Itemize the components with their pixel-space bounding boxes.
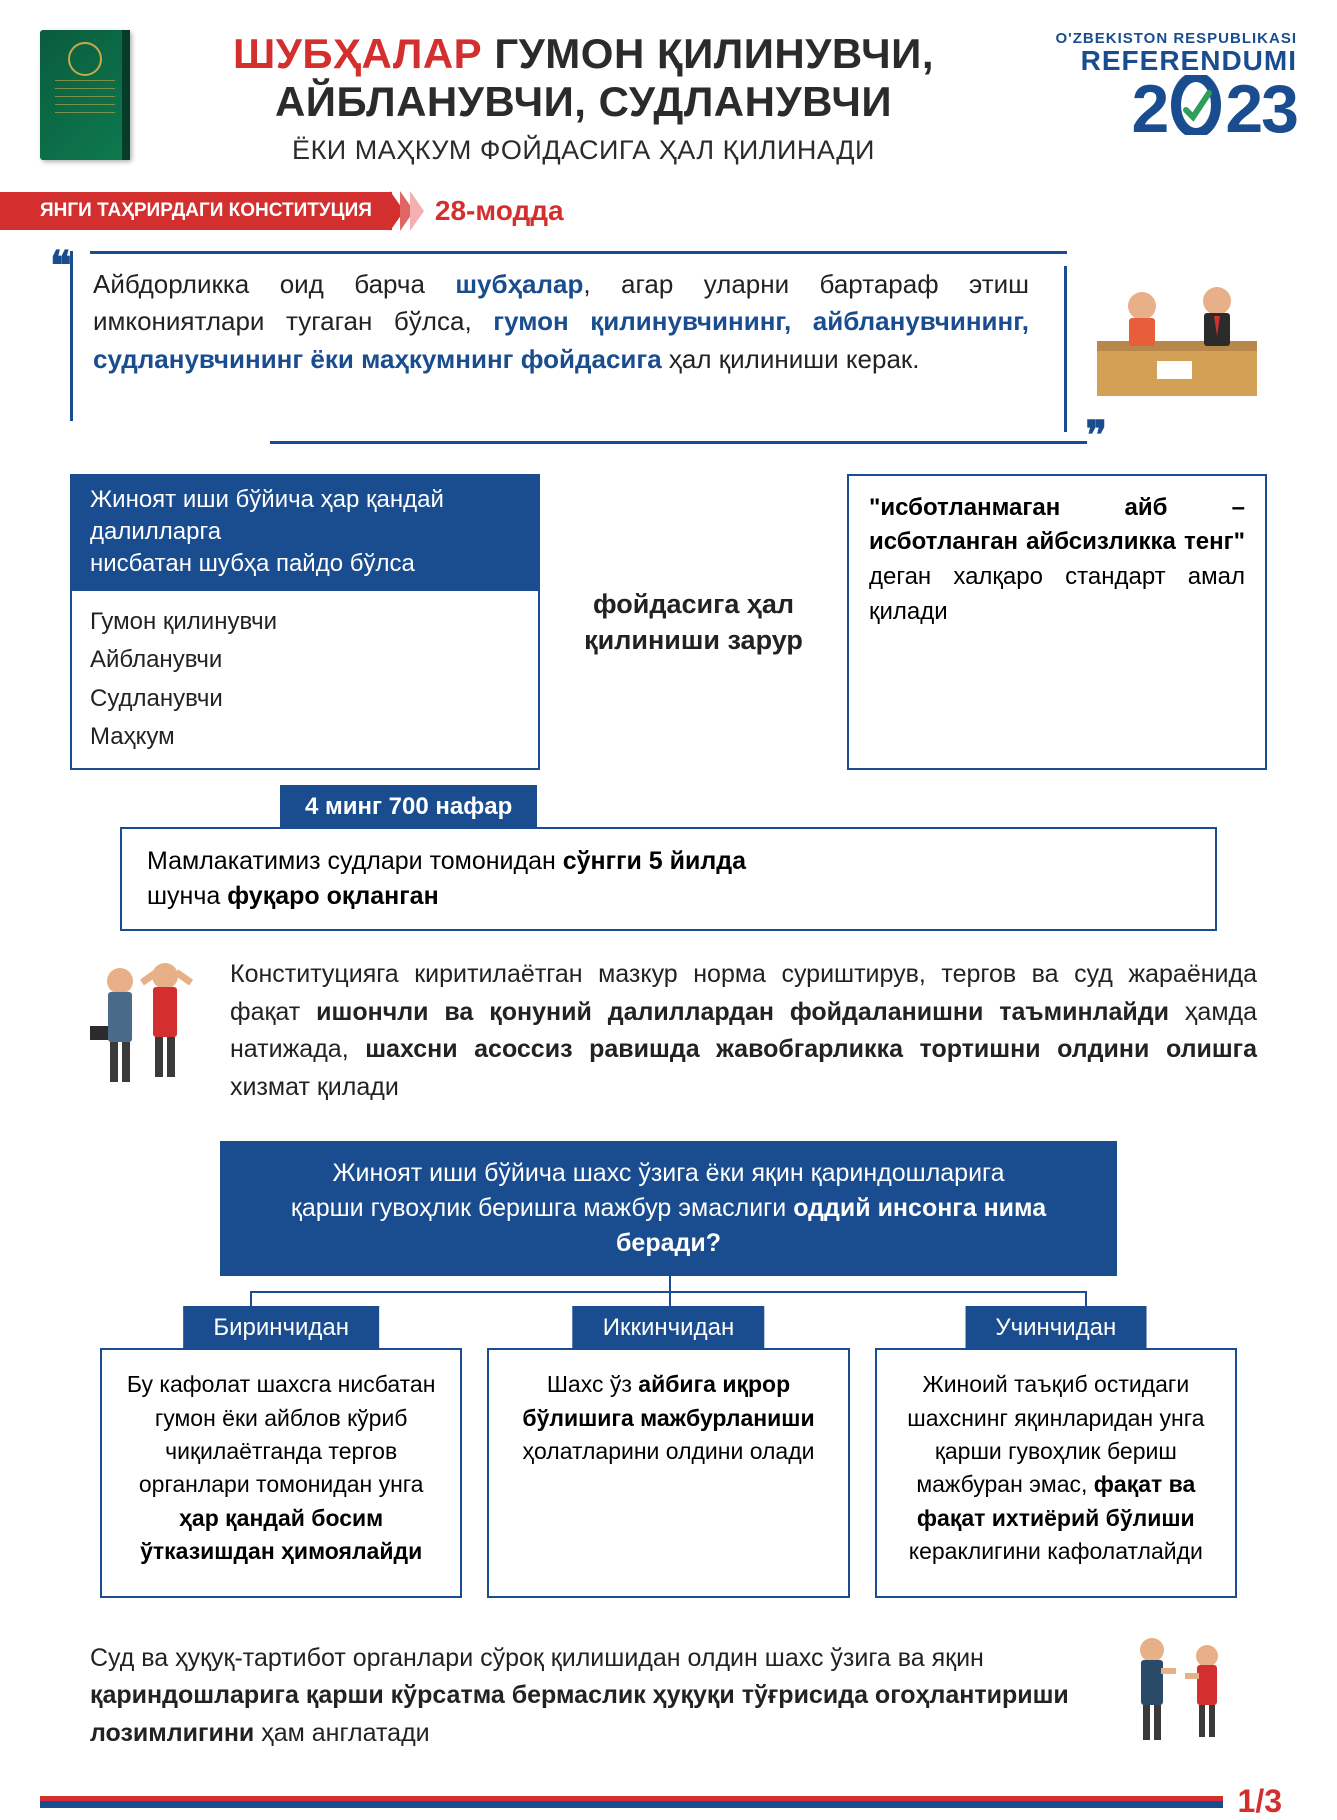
stat-box: Мамлакатимиз судлари томонидан сўнгги 5 … bbox=[120, 827, 1217, 931]
col-right: "исботланмаган айб – исботланган айбсизл… bbox=[847, 474, 1267, 771]
logo-year-2: 2 bbox=[1132, 79, 1168, 140]
col-body-2: Шахс ўз айбига иқрор бўлишига мажбурлани… bbox=[487, 1348, 849, 1598]
list-item: Маҳкум bbox=[90, 718, 520, 756]
page: ШУБҲАЛАР ГУМОН ҚИЛИНУВЧИ, АЙБЛАНУВЧИ, СУ… bbox=[0, 0, 1337, 1820]
col-middle: фойдасига ҳал қилиниши зарур bbox=[560, 474, 827, 771]
chevrons-icon bbox=[390, 191, 420, 231]
title-dark-2: АЙБЛАНУВЧИ, СУДЛАНУВЧИ bbox=[275, 78, 892, 125]
three-columns: Биринчидан Бу кафолат шахсга нисбатан гу… bbox=[100, 1306, 1237, 1598]
judge-desk-icon bbox=[1087, 266, 1267, 421]
two-people-icon bbox=[80, 956, 210, 1111]
stat-badge: 4 минг 700 нафар bbox=[280, 785, 537, 829]
list-item: Айбланувчи bbox=[90, 641, 520, 679]
footer-text: Суд ва ҳуқуқ-тартибот органлари сўроқ қи… bbox=[90, 1640, 1097, 1753]
footer-paragraph: Суд ва ҳуқуқ-тартибот органлари сўроқ қи… bbox=[90, 1628, 1247, 1763]
subtitle: ЁКИ МАҲКУМ ФОЙДАСИГА ҲАЛ ҚИЛИНАДИ bbox=[150, 135, 1017, 166]
grid-row-1: Жиноят иши бўйича ҳар қандай далилларган… bbox=[70, 474, 1267, 771]
column-1: Биринчидан Бу кафолат шахсга нисбатан гу… bbox=[100, 1306, 462, 1598]
quote-close-icon: ❞ bbox=[1085, 413, 1107, 459]
paragraph-row-1: Конституцияга киритилаётган мазкур норма… bbox=[80, 956, 1257, 1111]
quote-block: ❝ Айбдорликка оид барча шубҳалар, агар у… bbox=[70, 251, 1267, 444]
page-footer: 1/3 bbox=[40, 1783, 1297, 1820]
list-item: Гумон қилинувчи bbox=[90, 603, 520, 641]
question-box: Жиноят иши бўйича шахс ўзига ёки яқин қа… bbox=[220, 1141, 1117, 1276]
col-body-3: Жиноий таъқиб остидаги шахснинг яқинлари… bbox=[875, 1348, 1237, 1598]
referendum-logo: O'ZBEKISTON RESPUBLIKASI REFERENDUMI 2 2… bbox=[1037, 30, 1297, 143]
list-item: Судланувчи bbox=[90, 680, 520, 718]
col-body-1: Бу кафолат шахсга нисбатан гумон ёки айб… bbox=[100, 1348, 462, 1598]
article-label: ЯНГИ ТАҲРИРДАГИ КОНСТИТУЦИЯ bbox=[0, 192, 392, 230]
title-dark-1: ГУМОН ҚИЛИНУВЧИ, bbox=[494, 30, 934, 77]
paragraph-text-1: Конституцияга киритилаётган мазкур норма… bbox=[230, 956, 1257, 1106]
footer-bar bbox=[40, 1796, 1223, 1808]
col-label-1: Биринчидан bbox=[183, 1306, 379, 1350]
two-people-talk-icon bbox=[1117, 1628, 1247, 1763]
article-number: 28-модда bbox=[435, 195, 564, 227]
col-label-2: Иккинчидан bbox=[573, 1306, 764, 1350]
col-left: Жиноят иши бўйича ҳар қандай далилларган… bbox=[70, 474, 540, 771]
tree-connector bbox=[140, 1276, 1197, 1306]
box-body-list: Гумон қилинувчи Айбланувчи Судланувчи Ма… bbox=[70, 591, 540, 771]
header: ШУБҲАЛАР ГУМОН ҚИЛИНУВЧИ, АЙБЛАНУВЧИ, СУ… bbox=[40, 30, 1297, 166]
col-label-3: Учинчидан bbox=[965, 1306, 1146, 1350]
title-block: ШУБҲАЛАР ГУМОН ҚИЛИНУВЧИ, АЙБЛАНУВЧИ, СУ… bbox=[150, 30, 1017, 166]
constitution-book-icon bbox=[40, 30, 130, 160]
box-header: Жиноят иши бўйича ҳар қандай далилларган… bbox=[70, 474, 540, 591]
logo-year-23: 23 bbox=[1225, 79, 1297, 140]
title-red: ШУБҲАЛАР bbox=[233, 30, 482, 77]
quote-open-icon: ❝ bbox=[50, 243, 72, 289]
column-3: Учинчидан Жиноий таъқиб остидаги шахснин… bbox=[875, 1306, 1237, 1598]
column-2: Иккинчидан Шахс ўз айбига иқрор бўлишига… bbox=[487, 1306, 849, 1598]
stat-block: 4 минг 700 нафар Мамлакатимиз судлари то… bbox=[120, 785, 1217, 931]
logo-year-zero-icon bbox=[1171, 75, 1221, 143]
article-row: ЯНГИ ТАҲРИРДАГИ КОНСТИТУЦИЯ 28-модда bbox=[0, 191, 1297, 231]
quote-text: Айбдорликка оид барча шубҳалар, агар ула… bbox=[93, 266, 1044, 421]
page-number: 1/3 bbox=[1223, 1783, 1297, 1820]
